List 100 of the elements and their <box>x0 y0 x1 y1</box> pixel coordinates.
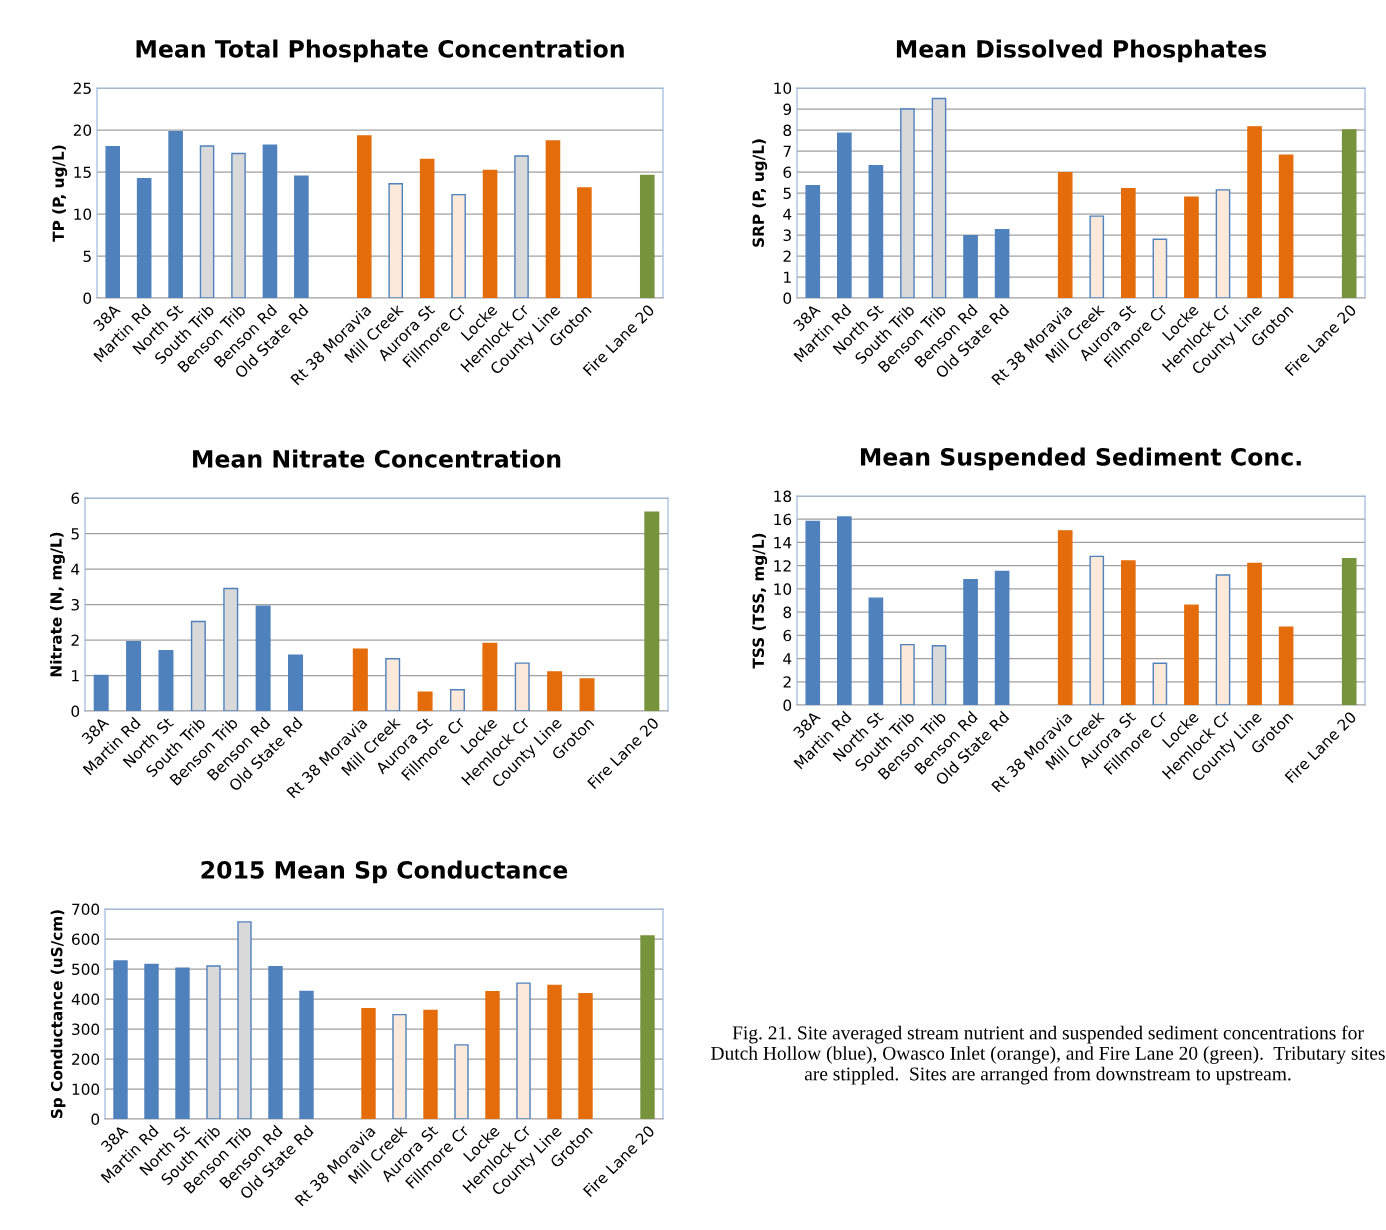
caption: Fig. 21. Site averaged stream nutrient and suspended sediment concentrations for Dutch Hollow (blue), Owasco Inlet (orange), and Fire Lane 20 (green). Tributary sites are stippled. Sites are arranged from downstream to upstream. <box>711 1025 1385 1085</box>
y-tick-label: 1 <box>784 271 791 283</box>
y-tick-label: 2 <box>783 676 791 688</box>
y-tick-label: 2 <box>783 250 791 262</box>
bar <box>144 963 159 1119</box>
y-tick-label: 8 <box>783 124 792 137</box>
y-tick-label: 16 <box>774 513 792 526</box>
bar <box>190 620 206 711</box>
bar <box>1215 574 1231 705</box>
bar <box>454 1044 469 1119</box>
chart-title: 2015 Mean Sp Conductance <box>201 860 568 884</box>
y-tick-label: 9 <box>783 103 792 116</box>
y-axis-title: SRP (P, ug/L) <box>752 139 768 247</box>
y-tick-label: 4 <box>71 563 80 575</box>
y-tick-label: 8 <box>783 606 792 619</box>
bar <box>639 174 655 298</box>
bar <box>1121 560 1136 705</box>
bar <box>1278 154 1294 298</box>
y-tick-label: 0 <box>71 705 80 718</box>
y-tick-label: 7 <box>783 145 791 157</box>
bar <box>900 108 915 298</box>
y-tick-label: 10 <box>774 583 792 595</box>
chart-title: Mean Suspended Sediment Conc. <box>860 447 1301 471</box>
chart-title: Mean Dissolved Phosphates <box>896 39 1267 63</box>
bar <box>419 158 435 298</box>
bar <box>1247 562 1262 705</box>
bar <box>423 1009 438 1119</box>
y-tick-label: 20 <box>73 124 92 137</box>
y-tick-label: 3 <box>783 229 791 242</box>
bar <box>1089 215 1105 298</box>
bar <box>352 648 368 711</box>
bar <box>136 178 152 298</box>
y-tick-label: 400 <box>71 993 100 1006</box>
y-tick-label: 0 <box>783 699 792 712</box>
y-tick-label: 6 <box>783 629 792 642</box>
bar <box>868 165 884 298</box>
bar <box>388 183 404 298</box>
bar <box>1089 555 1105 705</box>
bar <box>1057 530 1073 705</box>
bar <box>451 193 466 298</box>
bar <box>577 187 592 298</box>
bar <box>1341 558 1357 705</box>
bar <box>805 520 821 705</box>
bar <box>868 597 884 705</box>
y-tick-label: 15 <box>74 166 91 179</box>
y-tick-label: 2 <box>71 634 79 646</box>
bar <box>168 130 183 298</box>
bar <box>392 1013 407 1119</box>
bar <box>237 921 252 1119</box>
y-axis-title: TSS (TSS, mg/L) <box>752 533 768 669</box>
y-tick-label: 100 <box>72 1083 100 1096</box>
bar <box>579 678 595 711</box>
bar <box>255 605 271 711</box>
y-tick-label: 4 <box>783 208 792 220</box>
y-tick-label: 4 <box>783 653 792 665</box>
bar <box>268 965 283 1119</box>
bar <box>199 145 215 298</box>
bar <box>1247 126 1262 298</box>
y-tick-label: 10 <box>774 82 792 95</box>
y-axis-title: Sp Conductance (uS/cm) <box>50 910 66 1119</box>
bar <box>1341 129 1357 298</box>
bar <box>640 935 655 1119</box>
bar <box>356 135 372 298</box>
y-tick-label: 10 <box>74 208 92 221</box>
bar <box>514 155 529 298</box>
bar <box>545 140 561 298</box>
bar <box>1184 196 1199 298</box>
bar <box>805 184 821 298</box>
bar <box>516 982 531 1119</box>
bar <box>299 990 314 1119</box>
y-tick-label: 12 <box>774 560 791 572</box>
y-tick-label: 600 <box>72 933 100 946</box>
y-axis-title: Nitrate (N, mg/L) <box>49 532 65 677</box>
chart-title: Mean Total Phosphate Concentration <box>136 39 624 63</box>
bar <box>963 578 978 705</box>
bar <box>994 229 1010 298</box>
y-tick-label: 0 <box>83 292 92 305</box>
bar <box>105 146 121 298</box>
bar <box>93 674 109 711</box>
bar <box>931 645 947 705</box>
y-tick-label: 14 <box>774 537 792 549</box>
y-tick-label: 5 <box>83 250 91 263</box>
y-tick-label: 18 <box>774 490 792 503</box>
bar <box>963 234 978 298</box>
bar <box>1215 189 1231 298</box>
bar <box>385 658 401 711</box>
bar <box>994 570 1010 705</box>
bar <box>547 984 562 1119</box>
y-tick-label: 200 <box>72 1053 100 1066</box>
bar <box>1278 626 1294 705</box>
y-tick-label: 0 <box>783 292 792 305</box>
bar <box>288 654 304 711</box>
bar <box>1152 662 1168 705</box>
bar <box>1184 604 1199 705</box>
bar <box>547 671 563 711</box>
y-tick-label: 300 <box>72 1023 100 1036</box>
y-axis-title: TP (P, ug/L) <box>52 145 68 242</box>
bar <box>931 97 947 298</box>
bar <box>113 960 128 1119</box>
bar <box>126 641 142 711</box>
